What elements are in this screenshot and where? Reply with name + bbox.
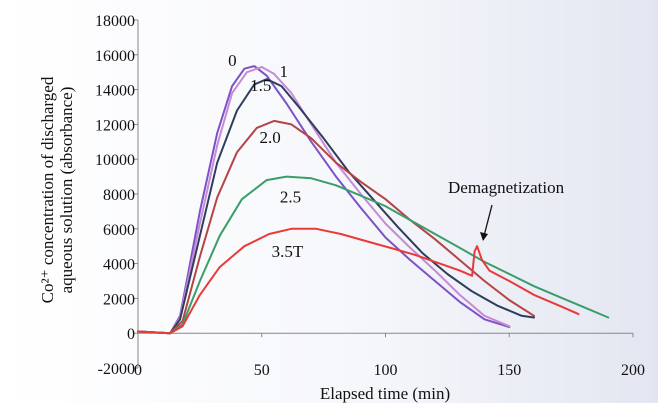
y-tick-label: 6000 <box>103 222 135 239</box>
y-tick-label: 18000 <box>95 13 135 30</box>
series-line-2-0 <box>137 119 535 335</box>
y-tick-label: 4000 <box>103 257 135 274</box>
y-tick-label: 2000 <box>103 291 135 308</box>
labels-layer: 0 1 1.5 2.0 2.5 3.5T <box>228 51 304 261</box>
series-label: 1 <box>280 62 289 81</box>
demagnetization-annotation: Demagnetization <box>448 178 565 197</box>
y-tick-label: 14000 <box>95 83 135 100</box>
x-tick-label: 150 <box>497 362 521 379</box>
demagnetization-arrowhead <box>480 232 488 241</box>
series-label: 2.5 <box>280 188 301 207</box>
x-tick-label: 0 <box>134 362 142 379</box>
series-line-0 <box>137 65 511 335</box>
series-line-2-5 <box>137 175 610 335</box>
y-axis-label-line-2: aqueous solution (absorbance) <box>57 87 76 294</box>
axes: -200002000400060008000100001200014000160… <box>95 13 645 379</box>
series-line-1 <box>137 66 511 335</box>
y-tick-label: 16000 <box>95 48 135 65</box>
series-layer <box>137 65 610 335</box>
series-line-3-5T <box>137 227 580 335</box>
x-tick-label: 100 <box>374 362 398 379</box>
series-label: 2.0 <box>260 128 281 147</box>
y-tick-label: 12000 <box>95 117 135 134</box>
demagnetization-arrow <box>483 204 493 237</box>
series-label: 3.5T <box>272 242 304 261</box>
y-tick-label: 0 <box>127 326 135 343</box>
x-tick-label: 200 <box>621 362 645 379</box>
x-tick-label: 50 <box>254 362 270 379</box>
series-label: 0 <box>228 51 237 70</box>
y-tick-label: -2000 <box>98 361 135 378</box>
series-line-1-5 <box>137 78 535 335</box>
y-axis-label-line-1: Co²⁺ concentration of discharged <box>38 76 57 303</box>
series-label: 1.5 <box>250 76 271 95</box>
y-tick-label: 8000 <box>103 187 135 204</box>
y-tick-label: 10000 <box>95 152 135 169</box>
x-axis-label: Elapsed time (min) <box>320 384 450 403</box>
